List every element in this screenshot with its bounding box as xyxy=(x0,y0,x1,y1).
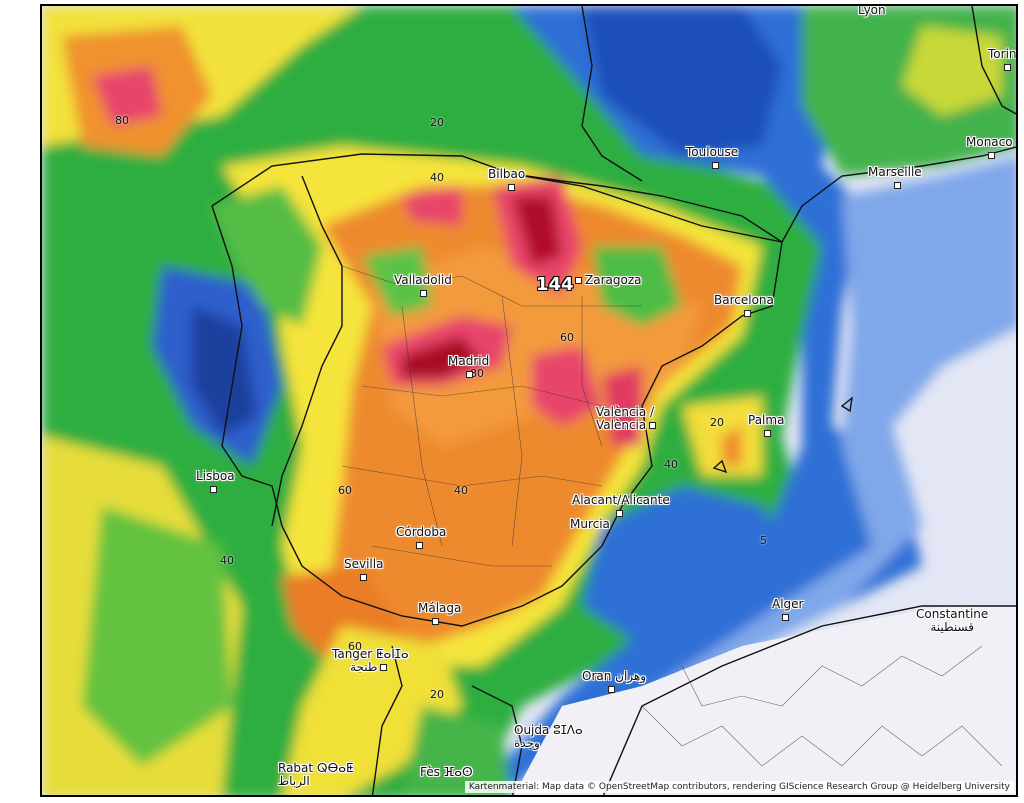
city-lyon: Lyon xyxy=(858,4,886,17)
contour-label: 40 xyxy=(220,554,234,567)
city-murcia: Murcia xyxy=(570,517,610,531)
contour-label: 40 xyxy=(664,458,678,471)
city-tanger: Tanger ⵟⴰⵏⵊⴰ طنجة xyxy=(332,647,409,674)
contour-label: 20 xyxy=(430,688,444,701)
city-torino: Torin xyxy=(988,48,1016,74)
contour-label: 60 xyxy=(338,484,352,497)
city-alicante: Alacant/Alicante xyxy=(572,494,670,520)
city-sevilla: Sevilla xyxy=(344,558,383,584)
city-palma: Palma xyxy=(748,414,784,440)
contour-label: 20 xyxy=(710,416,724,429)
contour-label: 80 xyxy=(470,367,484,380)
city-oujda: Oujda ⵓⵊⴷⴰ وجدة xyxy=(514,723,583,750)
city-bilbao: Bilbao xyxy=(488,168,525,194)
city-barcelona: Barcelona xyxy=(714,294,774,320)
city-marseille: Marseille xyxy=(868,166,922,192)
north-africa-land xyxy=(514,606,1016,795)
city-constantine: Constantine قسنطينة xyxy=(916,607,989,634)
city-valencia: València / València xyxy=(596,406,659,432)
max-precip-value: 144 xyxy=(536,274,574,295)
contour-label: 40 xyxy=(454,484,468,497)
city-cordoba: Córdoba xyxy=(396,526,446,552)
province-borders xyxy=(341,265,1003,767)
city-zaragoza: Zaragoza xyxy=(572,274,641,287)
map-attribution: Kartenmaterial: Map data © OpenStreetMap… xyxy=(464,781,1014,793)
precipitation-map: 144 80 20 40 60 80 20 40 60 40 40 20 5 6… xyxy=(40,4,1018,797)
city-lisboa: Lisboa xyxy=(196,470,235,496)
city-monaco: Monaco xyxy=(966,136,1013,162)
city-rabat: Rabat ⵕⴱⴰⵟ الرباط xyxy=(278,761,354,788)
contour-label: 60 xyxy=(560,331,574,344)
iberia-coastline xyxy=(211,153,783,627)
city-madrid: Madrid xyxy=(448,355,489,381)
pyrenees-border xyxy=(511,173,783,243)
city-oran: Oran وهران xyxy=(582,670,646,696)
city-valladolid: Valladolid xyxy=(394,274,452,300)
contour-label: 80 xyxy=(115,114,129,127)
city-toulouse: Toulouse xyxy=(686,146,738,172)
contour-label: 40 xyxy=(430,171,444,184)
contour-label: 60 xyxy=(348,640,362,653)
spain-portugal-border xyxy=(271,175,343,527)
city-alger: Alger xyxy=(772,598,803,624)
city-malaga: Málaga xyxy=(418,602,461,628)
precip-field xyxy=(42,6,1016,795)
map-canvas xyxy=(42,6,1016,795)
contour-label: 20 xyxy=(430,116,444,129)
contour-label: 5 xyxy=(760,534,767,547)
city-fes: Fès ⴼⴰⵙ xyxy=(420,765,473,779)
